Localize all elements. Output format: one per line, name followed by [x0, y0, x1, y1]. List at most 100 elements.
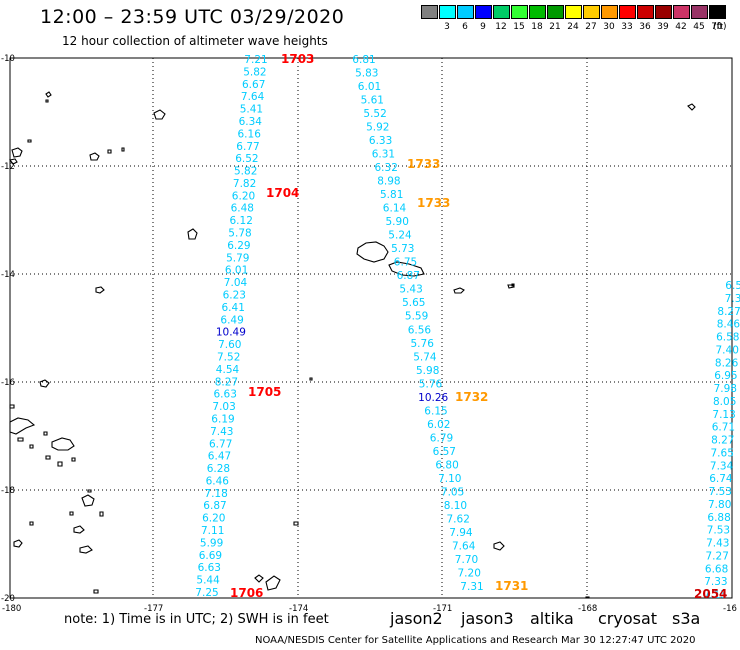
- swh-value-mid-track: 5.24: [388, 230, 412, 242]
- swh-value-left-track: 6.29: [227, 240, 250, 252]
- swh-value-mid-track: 6.79: [430, 432, 453, 444]
- swh-value-mid-track: 6.56: [408, 324, 432, 336]
- swh-value-mid-track: 5.98: [416, 365, 439, 377]
- scale-swatch: [709, 5, 726, 19]
- swh-value-left-track: 7.43: [210, 426, 233, 438]
- swh-value-right-track: 6.88: [707, 512, 730, 524]
- pass-label: 1703: [281, 52, 314, 66]
- scale-swatch: [673, 5, 690, 19]
- scale-swatch: [439, 5, 456, 19]
- swh-value-mid-track: 6.14: [383, 203, 407, 215]
- swh-value-left-track: 6.49: [220, 314, 243, 326]
- swh-value-left-track: 6.63: [214, 389, 237, 401]
- satellite-s3a: s3a: [672, 609, 701, 628]
- swh-value-left-track: 7.52: [217, 352, 240, 364]
- swh-value-mid-track: 6.02: [427, 419, 450, 431]
- lat-tick-label: -12: [1, 162, 15, 172]
- swh-value-mid-track: 7.94: [449, 527, 473, 539]
- swh-value-mid-track: 5.74: [413, 351, 437, 363]
- swh-value-mid-track: 5.90: [386, 216, 409, 228]
- pass-label: 1704: [266, 186, 299, 200]
- scale-swatch: [619, 5, 636, 19]
- altimeter-tracks: 7.215.826.677.645.416.346.166.776.525.82…: [195, 54, 740, 601]
- swh-value-right-track: 8.26: [715, 357, 739, 369]
- swh-value-left-track: 6.77: [236, 141, 259, 153]
- lat-tick-label: -10: [1, 54, 15, 64]
- swh-value-left-track: 5.78: [228, 228, 251, 240]
- swh-value-left-track: 6.34: [239, 116, 263, 128]
- scale-swatch: [421, 5, 438, 19]
- swh-value-left-track: 6.48: [231, 203, 254, 215]
- map-subtitle: 12 hour collection of altimeter wave hei…: [62, 34, 328, 48]
- swh-value-mid-track: 7.64: [452, 541, 476, 553]
- map-title: 12:00 – 23:59 UTC 03/29/2020: [40, 6, 345, 28]
- swh-value-mid-track: 5.43: [399, 284, 422, 296]
- swh-value-right-track: 7.13: [712, 409, 735, 421]
- scale-label: 6: [462, 22, 468, 32]
- swh-value-right-track: 7.40: [716, 344, 739, 356]
- land-outlines: [9, 91, 696, 599]
- savaii-island: [356, 241, 389, 263]
- swh-value-left-track: 6.16: [238, 128, 262, 140]
- swh-value-mid-track: 7.31: [460, 581, 483, 593]
- swh-value-right-track: 8.27: [717, 306, 740, 318]
- scale-swatch: [529, 5, 546, 19]
- swh-value-right-track: 8.27: [711, 435, 734, 447]
- swh-value-mid-track: 6.31: [372, 149, 395, 161]
- map-frame: [9, 57, 733, 599]
- swh-value-left-track: 6.69: [199, 550, 222, 562]
- satellite-altika: altika: [530, 609, 574, 628]
- scale-swatch: [565, 5, 582, 19]
- satellite-cryosat: cryosat: [598, 609, 658, 628]
- scale-label: 45: [693, 22, 705, 32]
- swh-value-left-track: 6.63: [198, 562, 221, 574]
- swh-value-right-track: 7.27: [706, 550, 729, 562]
- swh-value-left-track: 6.23: [223, 290, 246, 302]
- swh-value-right-track: 7.43: [706, 538, 729, 550]
- lon-tick-label: -174: [289, 604, 308, 614]
- swh-value-mid-track: 7.05: [441, 486, 464, 498]
- swh-value-mid-track: 5.92: [366, 122, 389, 134]
- swh-value-mid-track: 5.59: [405, 311, 428, 323]
- swh-value-left-track: 5.82: [234, 166, 257, 178]
- swh-value-left-track: 6.12: [230, 215, 253, 227]
- swh-value-left-track: 7.21: [244, 54, 267, 66]
- swh-value-left-track: 6.01: [225, 265, 248, 277]
- swh-value-right-track: 6.74: [709, 473, 733, 485]
- swh-value-right-track: 8.46: [717, 319, 740, 331]
- scale-swatch: [655, 5, 672, 19]
- scale-label: 9: [480, 22, 486, 32]
- swh-value-mid-track: 6.80: [435, 459, 458, 471]
- swh-value-right-track: 7.53: [709, 486, 732, 498]
- swh-value-mid-track: 8.10: [444, 500, 467, 512]
- swh-value-right-track: 7.65: [711, 447, 734, 459]
- scale-swatch: [475, 5, 492, 19]
- lon-tick-label: -168: [578, 604, 597, 614]
- swh-value-left-track: 7.18: [204, 488, 227, 500]
- swh-value-mid-track: 7.20: [458, 568, 481, 580]
- swh-value-right-track: 6.71: [712, 422, 735, 434]
- swh-value-left-track: 5.82: [243, 66, 266, 78]
- swh-value-mid-track: 6.32: [375, 162, 398, 174]
- swh-value-right-track: 7.53: [707, 525, 730, 537]
- swh-value-left-track: 6.67: [242, 79, 265, 91]
- swh-value-left-track: 10.49: [216, 327, 246, 339]
- pass-label: 1706: [230, 586, 263, 600]
- lat-tick-label: -20: [1, 594, 15, 604]
- swh-value-right-track: 7.33: [704, 576, 727, 588]
- satellite-jason2: jason2: [390, 609, 443, 628]
- swh-value-mid-track: 6.81: [352, 54, 375, 66]
- scale-label: 36: [639, 22, 651, 32]
- axis-ticks: -180 -177 -174 -171 -168 -16 -10 -12 -14 -16 -18 -2…: [1, 54, 737, 614]
- pass-label: 1732: [455, 390, 488, 404]
- upolu-island: [388, 261, 425, 277]
- swh-value-mid-track: 5.52: [363, 108, 386, 120]
- swh-value-right-track: 6.5: [725, 280, 740, 292]
- swh-value-mid-track: 5.73: [391, 243, 414, 255]
- lon-tick-label: -171: [433, 604, 452, 614]
- swh-value-mid-track: 7.70: [455, 554, 478, 566]
- lat-tick-label: -16: [1, 378, 15, 388]
- swh-value-right-track: 7.15: [704, 589, 727, 601]
- swh-value-mid-track: 8.98: [377, 176, 400, 188]
- scale-label: 42: [675, 22, 687, 32]
